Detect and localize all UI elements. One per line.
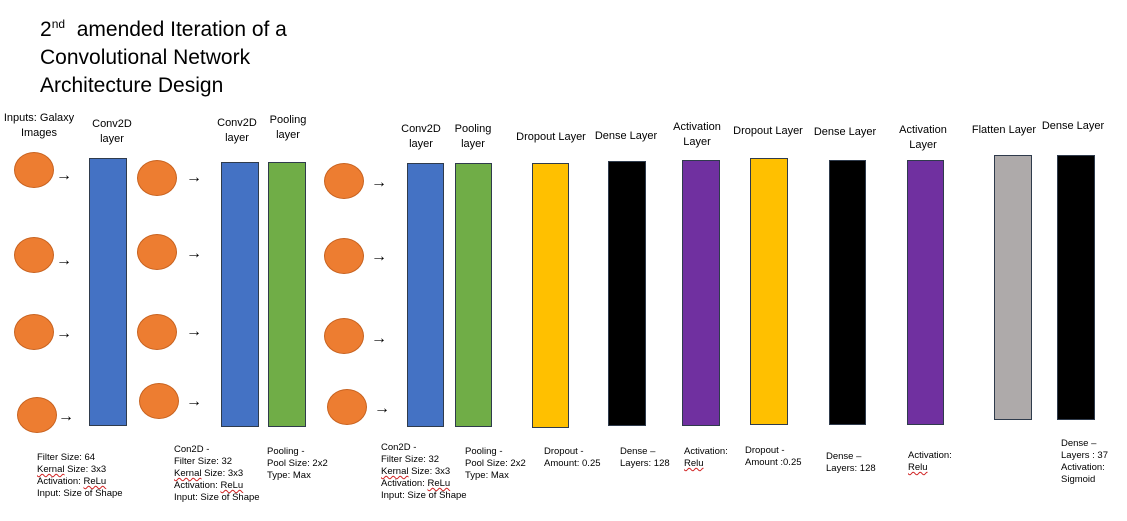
caption-pool1: Pooling - Pool Size: 2x2 Type: Max [267, 446, 328, 481]
feature-node [139, 383, 179, 419]
caption-pool2: Pooling - Pool Size: 2x2 Type: Max [465, 446, 526, 481]
caption-conv1: Filter Size: 64 Kernal Size: 3x3 Activat… [37, 452, 123, 499]
caption-dropout1: Dropout - Amount: 0.25 [544, 446, 601, 469]
caption-dense2: Dense – Layers: 128 [826, 451, 876, 474]
header-pool2: Pooling layer [454, 123, 492, 150]
dropout2-layer-bar [750, 158, 788, 425]
dropout1-layer-bar [532, 163, 569, 428]
arrow-icon: → [371, 330, 387, 347]
header-flatten: Flatten Layer [971, 124, 1037, 136]
caption-activation1: Activation: Relu [684, 446, 728, 469]
arrow-icon: → [56, 325, 72, 342]
feature-node [327, 389, 367, 425]
header-inputs: Inputs: Galaxy Images [3, 112, 75, 139]
caption-conv3: Con2D - Filter Size: 32 Kernal Size: 3x3… [381, 442, 467, 501]
pool1-layer-bar [268, 162, 306, 427]
arrow-icon: → [374, 400, 390, 417]
caption-dropout2: Dropout - Amount :0.25 [745, 445, 802, 468]
pool2-layer-bar [455, 163, 492, 427]
conv2-layer-bar [221, 162, 259, 427]
input-node [14, 152, 54, 188]
header-conv2: Conv2D layer [217, 117, 257, 144]
dense2-layer-bar [829, 160, 866, 425]
title-line-3: Architecture Design [40, 74, 224, 97]
dense1-layer-bar [608, 161, 646, 426]
caption-dense1: Dense – Layers: 128 [620, 446, 670, 469]
diagram-title: 2nd amended Iteration of a Convolutional… [40, 10, 287, 100]
feature-node [324, 238, 364, 274]
arrow-icon: → [371, 174, 387, 191]
header-conv3: Conv2D layer [401, 123, 441, 150]
activation1-layer-bar [682, 160, 720, 426]
caption-dense3: Dense – Layers : 37 Activation: Sigmoid [1061, 438, 1108, 485]
arrow-icon: → [58, 408, 74, 425]
arrow-icon: → [186, 245, 202, 262]
header-activation2: Activation Layer [899, 124, 947, 151]
header-pool1: Pooling layer [269, 114, 307, 141]
header-dense3: Dense Layer [1041, 120, 1105, 132]
feature-node [137, 234, 177, 270]
feature-node [137, 314, 177, 350]
input-node [14, 237, 54, 273]
arrow-icon: → [186, 323, 202, 340]
caption-conv2: Con2D - Filter Size: 32 Kernal Size: 3x3… [174, 444, 260, 503]
input-node [14, 314, 54, 350]
arrow-icon: → [56, 167, 72, 184]
feature-node [324, 163, 364, 199]
conv3-layer-bar [407, 163, 444, 427]
conv1-layer-bar [89, 158, 127, 426]
header-activation1: Activation Layer [673, 121, 721, 148]
arrow-icon: → [186, 169, 202, 186]
title-line-2: Convolutional Network [40, 46, 251, 69]
caption-activation2: Activation: Relu [908, 450, 952, 473]
dense3-layer-bar [1057, 155, 1095, 420]
arrow-icon: → [186, 393, 202, 410]
title-line-1: 2nd amended Iteration of a [40, 17, 287, 41]
arrow-icon: → [56, 252, 72, 269]
flatten-layer-bar [994, 155, 1032, 420]
activation2-layer-bar [907, 160, 944, 425]
header-dropout1: Dropout Layer [516, 131, 586, 143]
input-node [17, 397, 57, 433]
header-dropout2: Dropout Layer [733, 125, 803, 137]
header-dense1: Dense Layer [594, 130, 658, 142]
arrow-icon: → [371, 248, 387, 265]
header-dense2: Dense Layer [813, 126, 877, 138]
header-conv1: Conv2D layer [92, 118, 132, 145]
feature-node [137, 160, 177, 196]
feature-node [324, 318, 364, 354]
